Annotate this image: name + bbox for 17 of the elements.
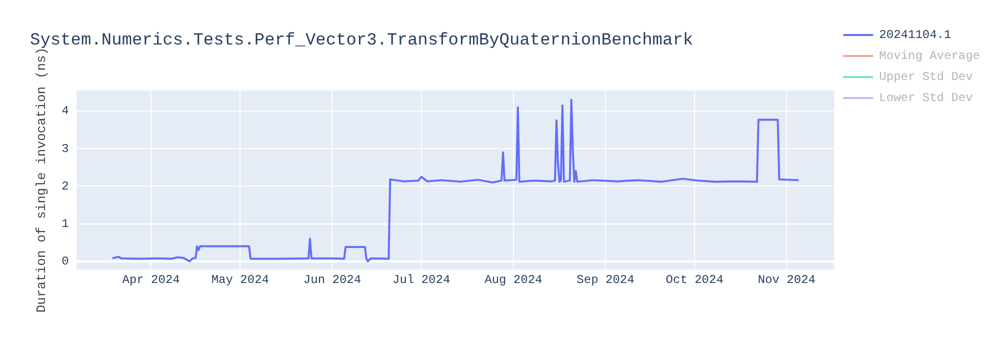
x-tick-label: Apr 2024 xyxy=(122,272,180,287)
x-tick-label: Jun 2024 xyxy=(303,272,362,287)
x-tick-label: Sep 2024 xyxy=(576,272,634,287)
x-tick-label: Aug 2024 xyxy=(484,272,542,287)
y-tick-label: 4 xyxy=(62,104,69,118)
legend-label: Moving Average xyxy=(879,49,980,64)
x-tick-label: Oct 2024 xyxy=(666,272,724,287)
y-tick-label: 2 xyxy=(62,179,69,194)
legend-label: 20241104.1 xyxy=(879,28,952,42)
y-tick-label: 1 xyxy=(62,216,69,231)
legend-label: Upper Std Dev xyxy=(879,70,973,84)
legend-label: Lower Std Dev xyxy=(879,91,973,106)
x-tick-label: Jul 2024 xyxy=(392,272,450,287)
x-tick-label: May 2024 xyxy=(211,272,269,287)
y-tick-label: 3 xyxy=(62,142,69,156)
x-tick-label: Nov 2024 xyxy=(758,272,816,287)
y-tick-label: 0 xyxy=(62,254,69,269)
